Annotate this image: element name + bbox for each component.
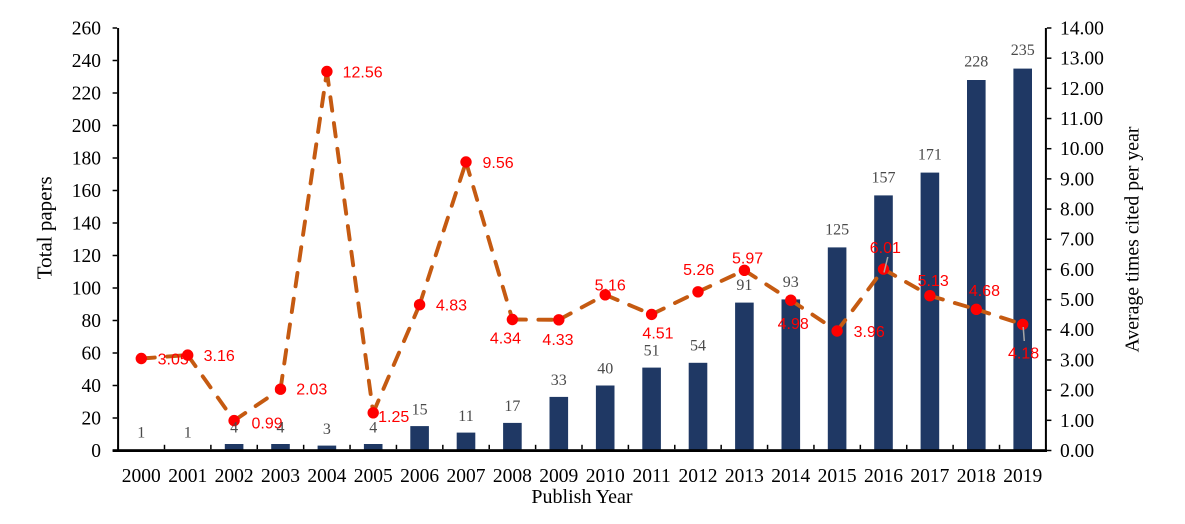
svg-text:51: 51	[644, 343, 660, 360]
svg-text:33: 33	[551, 372, 567, 389]
svg-text:54: 54	[690, 338, 706, 355]
svg-text:2.00: 2.00	[1060, 381, 1094, 402]
svg-text:17: 17	[504, 398, 520, 415]
svg-text:6.00: 6.00	[1060, 260, 1094, 281]
svg-text:20: 20	[82, 408, 102, 429]
svg-text:4.00: 4.00	[1060, 320, 1094, 341]
svg-text:93: 93	[783, 274, 799, 291]
svg-text:2009: 2009	[539, 466, 578, 487]
svg-text:2006: 2006	[400, 466, 439, 487]
svg-text:1: 1	[184, 424, 192, 441]
svg-text:2.03: 2.03	[296, 381, 327, 398]
svg-text:7.00: 7.00	[1060, 230, 1094, 251]
svg-text:3.96: 3.96	[854, 324, 885, 341]
svg-text:2013: 2013	[725, 466, 764, 487]
svg-text:80: 80	[82, 311, 102, 332]
svg-text:120: 120	[72, 246, 101, 267]
svg-text:220: 220	[72, 84, 101, 105]
svg-text:2002: 2002	[215, 466, 254, 487]
svg-text:40: 40	[597, 361, 613, 378]
svg-text:4.18: 4.18	[1008, 346, 1039, 363]
svg-text:2014: 2014	[771, 466, 810, 487]
svg-text:2005: 2005	[354, 466, 393, 487]
svg-text:10.00: 10.00	[1060, 139, 1104, 160]
svg-text:2012: 2012	[679, 466, 718, 487]
svg-text:100: 100	[72, 278, 101, 299]
svg-text:4.34: 4.34	[490, 330, 521, 347]
svg-text:9.56: 9.56	[483, 155, 514, 172]
svg-text:260: 260	[72, 19, 101, 40]
svg-text:240: 240	[72, 51, 101, 72]
svg-text:11: 11	[458, 408, 473, 425]
svg-text:40: 40	[82, 376, 102, 397]
svg-text:171: 171	[918, 147, 942, 164]
svg-text:0.00: 0.00	[1060, 441, 1094, 462]
svg-text:6.01: 6.01	[870, 240, 901, 257]
svg-text:228: 228	[964, 53, 988, 70]
svg-text:15: 15	[412, 402, 428, 419]
svg-text:8.00: 8.00	[1060, 200, 1094, 221]
svg-text:12.00: 12.00	[1060, 79, 1104, 100]
svg-text:5.97: 5.97	[732, 250, 763, 267]
svg-text:3: 3	[323, 421, 331, 438]
svg-text:1: 1	[137, 424, 145, 441]
svg-text:5.00: 5.00	[1060, 290, 1094, 311]
svg-text:4.68: 4.68	[969, 283, 1000, 300]
svg-text:4: 4	[277, 420, 285, 437]
svg-text:200: 200	[72, 116, 101, 137]
svg-text:140: 140	[72, 213, 101, 234]
svg-text:2011: 2011	[632, 466, 670, 487]
svg-text:2010: 2010	[586, 466, 625, 487]
svg-text:235: 235	[1011, 42, 1035, 59]
svg-text:4.51: 4.51	[642, 325, 673, 342]
svg-text:60: 60	[82, 343, 102, 364]
svg-text:4: 4	[230, 420, 238, 437]
svg-text:13.00: 13.00	[1060, 49, 1104, 70]
svg-text:2007: 2007	[447, 466, 486, 487]
svg-text:3.16: 3.16	[204, 348, 235, 365]
svg-text:5.26: 5.26	[683, 262, 714, 279]
svg-text:91: 91	[736, 277, 752, 294]
svg-text:Publish Year: Publish Year	[531, 486, 632, 508]
svg-text:14.00: 14.00	[1060, 19, 1104, 40]
svg-text:Average times cited per year: Average times cited per year	[1121, 126, 1143, 352]
svg-text:4.83: 4.83	[436, 298, 467, 315]
svg-text:157: 157	[872, 169, 896, 186]
svg-text:11.00: 11.00	[1060, 109, 1103, 130]
svg-text:3.00: 3.00	[1060, 350, 1094, 371]
svg-text:180: 180	[72, 148, 101, 169]
svg-text:4: 4	[369, 420, 377, 437]
svg-text:Total papers: Total papers	[33, 176, 57, 279]
svg-text:1.00: 1.00	[1060, 411, 1094, 432]
svg-text:4.33: 4.33	[542, 332, 573, 349]
svg-text:2017: 2017	[910, 466, 949, 487]
svg-text:9.00: 9.00	[1060, 169, 1094, 190]
svg-text:2018: 2018	[957, 466, 996, 487]
svg-text:125: 125	[825, 222, 849, 239]
svg-text:2008: 2008	[493, 466, 532, 487]
svg-text:5.16: 5.16	[595, 277, 626, 294]
svg-text:2003: 2003	[261, 466, 300, 487]
svg-text:0: 0	[91, 441, 101, 462]
svg-text:2000: 2000	[122, 466, 161, 487]
svg-text:4.98: 4.98	[778, 316, 809, 333]
svg-text:5.13: 5.13	[918, 273, 949, 290]
svg-text:2019: 2019	[1003, 466, 1042, 487]
svg-text:2015: 2015	[818, 466, 857, 487]
svg-text:12.56: 12.56	[343, 64, 383, 81]
svg-text:1.25: 1.25	[378, 409, 409, 426]
svg-text:2004: 2004	[307, 466, 346, 487]
svg-text:2016: 2016	[864, 466, 903, 487]
svg-text:2001: 2001	[168, 466, 207, 487]
svg-text:160: 160	[72, 181, 101, 202]
